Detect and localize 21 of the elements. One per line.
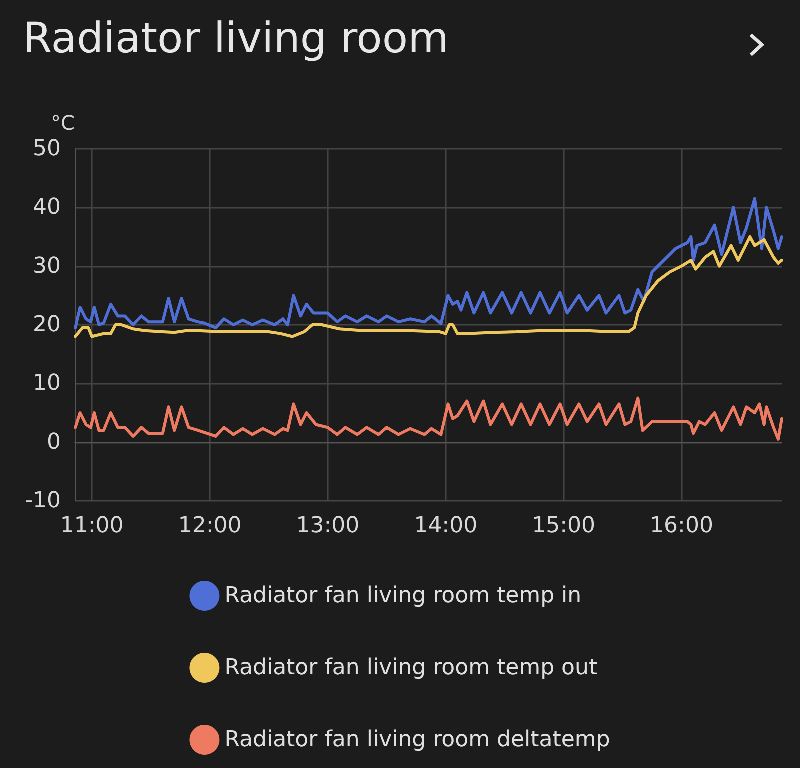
legend-label: Radiator fan living room temp in: [224, 584, 582, 608]
x-tick-label: 11:00: [60, 514, 124, 538]
legend-label: Radiator fan living room deltatemp: [224, 728, 610, 752]
x-tick-label: 12:00: [178, 514, 242, 538]
y-tick-label: -10: [25, 488, 61, 514]
line-series: [74, 396, 784, 441]
line-series: [74, 197, 784, 330]
x-tick-label: 13:00: [296, 514, 360, 538]
x-tick-label: 16:00: [650, 514, 714, 538]
x-tick-label: 14:00: [414, 514, 478, 538]
y-tick-label: 0: [47, 430, 61, 455]
chart-title: Radiator living room: [23, 14, 449, 62]
x-tick-label: 15:00: [532, 514, 596, 538]
y-tick-label: 10: [33, 371, 61, 396]
y-axis-title: °C: [51, 111, 75, 135]
legend-label: Radiator fan living room temp out: [224, 656, 598, 680]
y-tick-label: 50: [33, 136, 61, 162]
y-tick-label: 30: [33, 254, 61, 279]
y-tick-label: 20: [33, 312, 61, 338]
y-tick-label: 40: [33, 195, 61, 220]
line-series: [74, 236, 784, 338]
